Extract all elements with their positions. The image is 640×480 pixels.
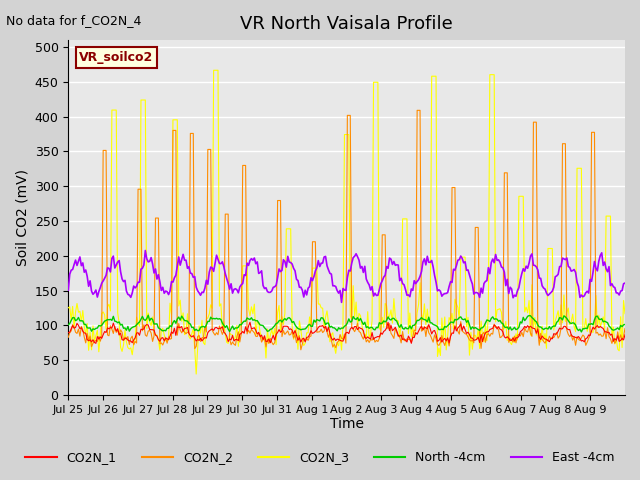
Legend: CO2N_1, CO2N_2, CO2N_3, North -4cm, East -4cm: CO2N_1, CO2N_2, CO2N_3, North -4cm, East…: [20, 446, 620, 469]
Text: No data for f_CO2N_4: No data for f_CO2N_4: [6, 14, 142, 27]
Y-axis label: Soil CO2 (mV): Soil CO2 (mV): [15, 169, 29, 266]
X-axis label: Time: Time: [330, 418, 364, 432]
Text: VR_soilco2: VR_soilco2: [79, 51, 154, 64]
Title: VR North Vaisala Profile: VR North Vaisala Profile: [240, 15, 453, 33]
